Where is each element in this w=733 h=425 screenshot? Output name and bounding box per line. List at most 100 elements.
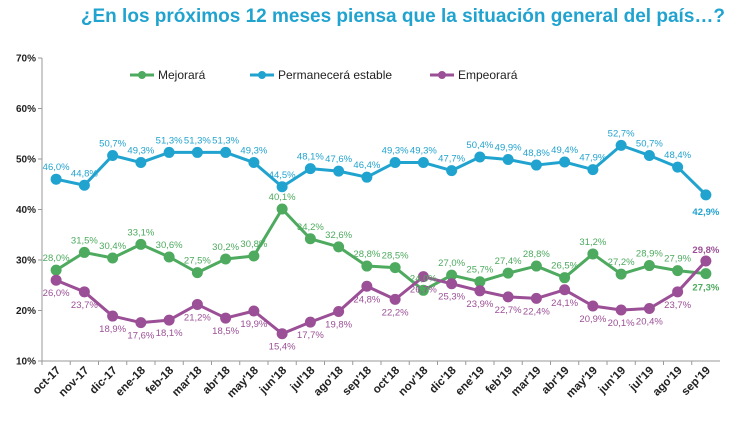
data-point-mejorara [615,268,627,280]
data-label-empeorara: 19,8% [325,320,352,331]
data-point-permanecera-estable [474,151,486,163]
data-label-empeorara: 25,3% [438,292,465,303]
x-tick-label: sep'19 [680,365,713,398]
data-point-empeorara [361,280,373,292]
data-point-permanecera-estable [417,157,429,169]
data-point-empeorara [135,317,147,329]
data-labels: 28,0%31,5%30,4%33,1%30,6%27,5%30,2% 30,8%… [43,128,720,352]
data-point-empeorara [502,291,514,303]
data-point-mejorara [361,260,373,272]
data-point-empeorara [333,306,345,318]
data-label-mejorara: 31,2% [579,237,606,248]
data-label-empeorara: 26,0% [43,288,70,299]
data-label-permanecera-estable: 48,4% [664,150,691,161]
data-label-mejorara: 27,2% [608,257,635,268]
data-point-empeorara [50,274,62,286]
data-point-empeorara [615,304,627,316]
data-label-mejorara: 24,0% [410,273,437,284]
data-label-permanecera-estable: 51,3% [184,135,211,146]
data-label-empeorara: 22,2% [382,307,409,318]
data-point-mejorara [672,265,684,277]
x-tick-label: ago'18 [312,364,346,398]
data-point-mejorara [191,267,203,279]
data-label-permanecera-estable: 46,4% [353,160,380,171]
series-lines [50,139,712,340]
data-point-mejorara [220,253,232,265]
data-point-permanecera-estable [135,157,147,169]
data-point-mejorara [417,284,429,296]
data-point-empeorara [220,312,232,324]
data-point-empeorara [446,278,458,290]
legend-label: Permanecerá estable [278,68,392,82]
y-tick-label: 10% [16,357,36,368]
data-label-empeorara: 17,6% [127,331,154,342]
data-point-permanecera-estable [446,165,458,177]
data-point-permanecera-estable [107,149,119,161]
legend-item-empeorara: Empeorará [430,68,518,82]
data-label-permanecera-estable: 44,8% [71,168,98,179]
data-label-permanecera-estable: 50,7% [636,138,663,149]
data-label-mejorara: 34,2% [297,222,324,233]
data-point-mejorara [78,246,90,258]
data-point-empeorara [78,286,90,298]
data-point-empeorara [672,286,684,298]
data-point-mejorara [643,260,655,272]
data-label-permanecera-estable: 51,3% [212,135,239,146]
data-point-mejorara [559,272,571,284]
data-label-empeorara: 24,1% [551,298,578,309]
data-point-permanecera-estable [700,189,712,201]
data-point-empeorara [700,255,712,267]
x-tick-label: may'18 [225,364,261,400]
legend-label: Mejorará [158,68,206,82]
data-point-permanecera-estable [220,146,232,158]
data-point-permanecera-estable [304,163,316,175]
legend-item-permanecera-estable: Permanecerá estable [250,68,392,82]
legend-swatch-marker [258,71,266,79]
y-tick-label: 40% [16,205,36,216]
data-point-empeorara [587,300,599,312]
legend-label: Empeorará [458,68,518,82]
data-label-permanecera-estable: 50,4% [466,140,493,151]
data-point-mejorara [700,268,712,280]
data-point-mejorara [333,241,345,253]
data-label-mejorara: 28,9% [636,249,663,260]
data-label-permanecera-estable: 48,1% [297,152,324,163]
data-label-empeorara: 29,8% [692,245,719,256]
data-point-permanecera-estable [50,173,62,185]
x-tick-label: sep'18 [341,364,375,398]
data-label-mejorara: 28,8% [523,249,550,260]
data-label-permanecera-estable: 46,0% [43,162,70,173]
data-label-mejorara: 27,3% [692,283,719,294]
x-tick-label: jun'18 [257,364,290,397]
chart-title: ¿En los próximos 12 meses piensa que la … [80,6,725,27]
legend-swatch-marker [438,71,446,79]
data-point-mejorara [50,264,62,276]
data-label-mejorara: 40,1% [269,192,296,203]
data-point-permanecera-estable [559,156,571,168]
data-point-empeorara [417,271,429,283]
data-label-empeorara: 21,2% [184,312,211,323]
y-tick-label: 70% [16,54,36,65]
data-point-permanecera-estable [530,159,542,171]
data-point-permanecera-estable [191,146,203,158]
legend: Mejorará Permanecerá estable Empeorará [130,68,518,82]
y-tick-label: 60% [16,104,36,115]
data-label-empeorara: 22,4% [523,306,550,317]
data-point-empeorara [559,284,571,296]
data-point-mejorara [276,203,288,215]
data-point-permanecera-estable [333,165,345,177]
data-label-permanecera-estable: 49,3% [382,146,409,157]
data-label-empeorara: 22,7% [495,305,522,316]
data-point-mejorara [304,233,316,245]
data-point-permanecera-estable [643,149,655,161]
data-point-mejorara [248,250,260,262]
x-tick-label: mar'19 [509,365,543,399]
data-label-empeorara: 24,8% [353,294,380,305]
data-label-permanecera-estable: 44,5% [269,170,296,181]
x-tick-label: nov'18 [397,364,431,398]
data-label-mejorara: 30,4% [99,241,126,252]
data-label-permanecera-estable: 50,7% [99,138,126,149]
data-label-mejorara: 30,2% [212,242,239,253]
data-label-permanecera-estable: 51,3% [156,135,183,146]
x-tick-label: may'19 [564,365,600,401]
